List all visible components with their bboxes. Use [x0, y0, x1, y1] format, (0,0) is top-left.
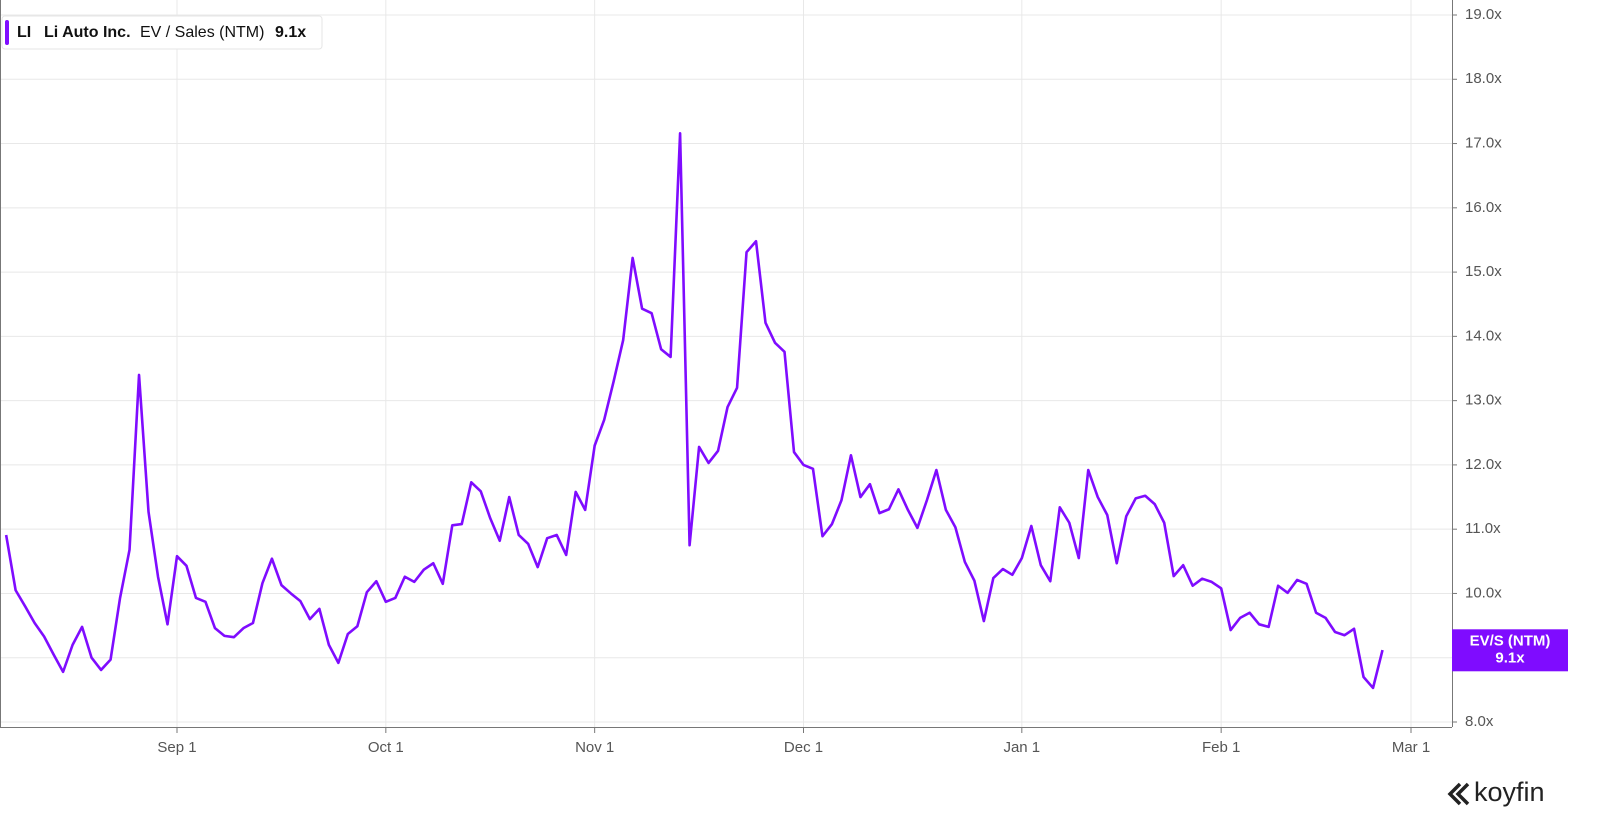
x-tick-label: Mar 1: [1392, 739, 1430, 756]
legend-box: [1, 15, 323, 50]
y-tick-label: 14.0x: [1465, 327, 1502, 344]
y-tick-label: 18.0x: [1465, 70, 1502, 87]
x-tick-label: Feb 1: [1202, 739, 1240, 756]
legend: LI Li Auto Inc. EV / Sales (NTM) 9.1x: [1, 15, 323, 50]
series-line: [4, 131, 1384, 690]
x-tick-label: Jan 1: [1003, 739, 1040, 756]
y-tick-label: 13.0x: [1465, 392, 1502, 409]
y-tick-label: 17.0x: [1465, 135, 1502, 152]
y-tick-label: 15.0x: [1465, 263, 1502, 280]
legend-swatch: [5, 20, 9, 45]
plot: [4, 131, 1384, 690]
y-tick-label: 16.0x: [1465, 199, 1502, 216]
x-tick-label: Dec 1: [784, 739, 823, 756]
y-tick-label: 19.0x: [1465, 6, 1502, 23]
y-tick-label: 10.0x: [1465, 584, 1502, 601]
brand-name: koyfin: [1474, 777, 1545, 807]
y-tick-label: 12.0x: [1465, 456, 1502, 473]
x-tick-label: Nov 1: [575, 739, 614, 756]
x-tick-label: Sep 1: [157, 739, 196, 756]
y-tick-label: 11.0x: [1465, 520, 1501, 537]
last-value-badge: [1452, 629, 1568, 672]
legend-company: Li Auto Inc.: [44, 24, 131, 41]
legend-ticker: LI: [17, 24, 31, 41]
last-value-badge-value: 9.1x: [1495, 649, 1525, 666]
legend-metric: EV / Sales (NTM): [140, 24, 264, 41]
legend-value: 9.1x: [275, 24, 306, 41]
brand-icon: [1447, 782, 1470, 806]
x-tick-label: Oct 1: [368, 739, 404, 756]
grid: [0, 0, 1457, 733]
last-value-badge-name: EV/S (NTM): [1470, 632, 1551, 649]
brand: koyfin: [1447, 777, 1545, 807]
y-tick-label: 8.0x: [1465, 713, 1494, 730]
